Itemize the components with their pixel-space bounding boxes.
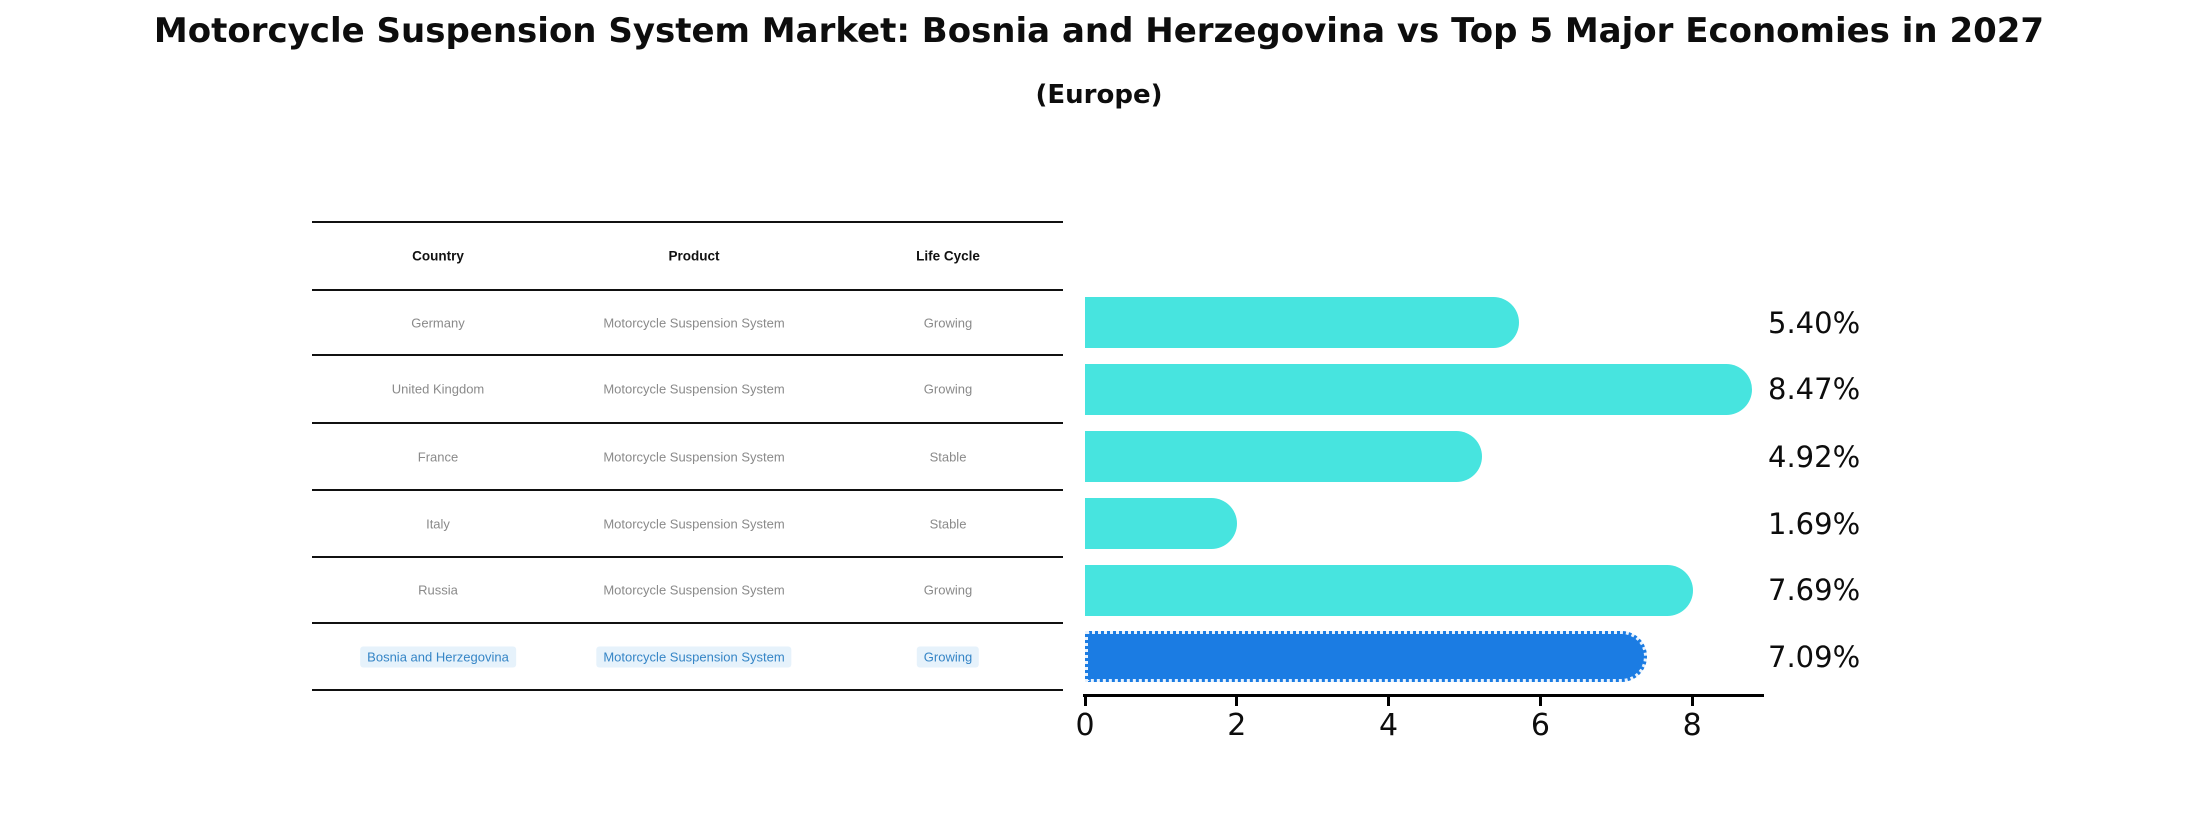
table-cell-product: Motorcycle Suspension System xyxy=(603,381,785,397)
table-rule xyxy=(312,289,1063,291)
x-axis-tick-label: 6 xyxy=(1530,708,1550,743)
table-header-life-cycle: Life Cycle xyxy=(916,248,980,264)
bar xyxy=(1085,498,1238,549)
table-cell-product: Motorcycle Suspension System xyxy=(603,516,785,531)
x-axis-tick xyxy=(1083,695,1087,706)
table-rule xyxy=(312,489,1063,491)
x-axis-tick-label: 4 xyxy=(1379,708,1399,743)
bar-value-label: 8.47% xyxy=(1768,372,1861,406)
table-cell-country: Italy xyxy=(426,516,450,531)
bar xyxy=(1085,564,1693,616)
x-axis-tick-label: 0 xyxy=(1075,708,1095,743)
x-axis-tick xyxy=(1235,695,1239,706)
table-rule xyxy=(312,556,1063,558)
table-rule xyxy=(312,622,1063,624)
x-axis-tick xyxy=(1538,695,1542,706)
x-axis-tick-label: 8 xyxy=(1682,708,1702,743)
table-cell-life_cycle: Stable xyxy=(929,516,967,531)
table-cell-life_cycle: Growing xyxy=(923,582,973,598)
table-header-product: Product xyxy=(668,248,720,264)
table-rule xyxy=(312,689,1063,691)
table-cell-product: Motorcycle Suspension System xyxy=(603,582,785,598)
table-top-rule xyxy=(312,221,1063,223)
bar-highlighted xyxy=(1085,631,1648,682)
table-cell-country: United Kingdom xyxy=(391,381,485,397)
table-cell-life_cycle: Growing xyxy=(923,381,973,397)
x-axis-tick xyxy=(1387,695,1391,706)
x-axis-line xyxy=(1083,694,1764,697)
x-axis-tick xyxy=(1690,695,1694,706)
table-cell-life_cycle: Stable xyxy=(929,449,967,464)
table-rule xyxy=(312,422,1063,424)
bar-value-label: 1.69% xyxy=(1768,506,1861,541)
table-rule xyxy=(312,354,1063,356)
bar xyxy=(1085,297,1519,348)
bar-value-label: 5.40% xyxy=(1768,305,1861,340)
table-cell-country: Russia xyxy=(418,582,458,598)
bar xyxy=(1085,363,1752,415)
bar-value-label: 7.09% xyxy=(1768,639,1861,674)
bar xyxy=(1085,431,1483,482)
table-cell-product: Motorcycle Suspension System xyxy=(603,315,785,330)
x-axis-tick-label: 2 xyxy=(1227,708,1247,743)
bar-value-label: 7.69% xyxy=(1768,573,1861,607)
table-cell-country: France xyxy=(417,449,459,464)
table-cell-life_cycle: Growing xyxy=(923,315,973,330)
table-cell-country: Germany xyxy=(411,315,465,330)
table-header-country: Country xyxy=(412,248,464,264)
chart-title: Motorcycle Suspension System Market: Bos… xyxy=(153,11,2045,51)
table-cell-country: Bosnia and Herzegovina xyxy=(360,646,516,667)
table-cell-product: Motorcycle Suspension System xyxy=(603,449,785,464)
table-cell-product: Motorcycle Suspension System xyxy=(596,646,792,667)
bar-value-label: 4.92% xyxy=(1768,439,1861,474)
chart-subtitle: (Europe) xyxy=(1035,80,1163,110)
table-cell-life_cycle: Growing xyxy=(916,646,980,667)
